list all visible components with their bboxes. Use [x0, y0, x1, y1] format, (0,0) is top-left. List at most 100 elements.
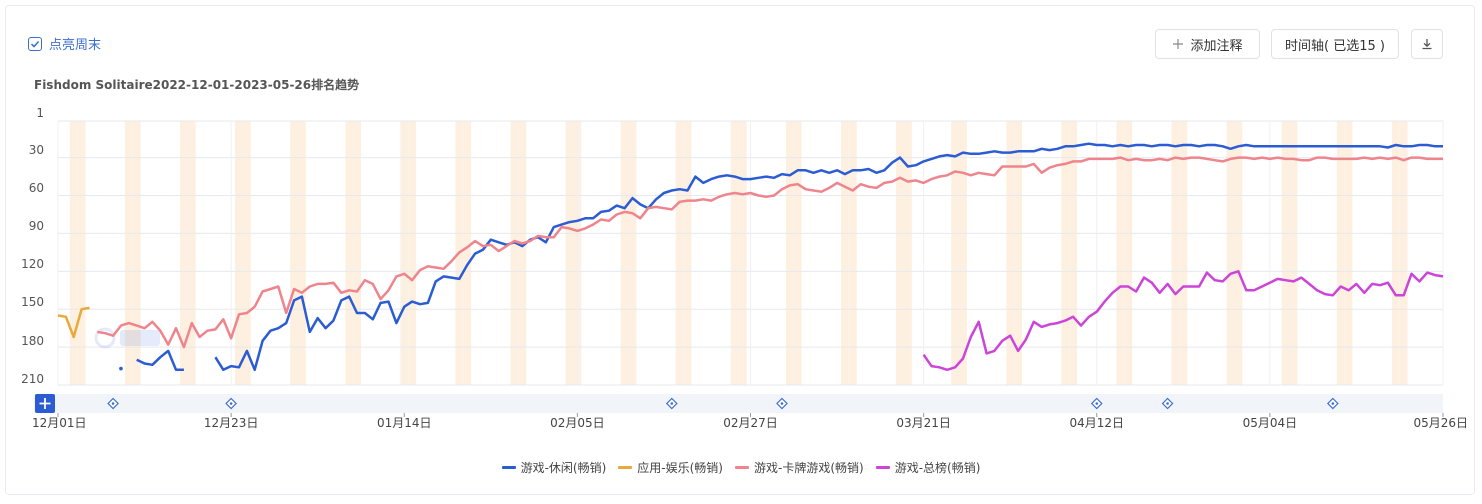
series-游戏-休闲(畅销)	[119, 142, 1443, 372]
weekend-band	[77, 121, 86, 385]
chart-panel	[5, 5, 1475, 495]
weekend-band	[793, 121, 802, 385]
weekend-band	[1399, 121, 1408, 385]
x-axis: 12月01日 12月23日 01月14日 02月05日 02月27日 03月21日 04月1…	[32, 413, 1468, 430]
weekend-band	[408, 121, 417, 385]
weekend-band	[1391, 121, 1400, 385]
x-tick-label: 04月12日	[1069, 416, 1124, 430]
y-tick-label: 1	[36, 106, 44, 120]
weekend-band	[69, 121, 78, 385]
legend-label: 游戏-卡牌游戏(畅销)	[754, 461, 864, 475]
y-tick-label: 150	[21, 295, 44, 309]
legend-item[interactable]: 游戏-卡牌游戏(畅销)	[735, 459, 864, 476]
weekend-band	[179, 121, 188, 385]
x-tick-label: 12月01日	[32, 416, 87, 430]
x-tick-label: 12月23日	[204, 416, 259, 430]
weekend-band	[840, 121, 849, 385]
legend-label: 应用-娱乐(畅销)	[637, 461, 723, 475]
x-tick-label: 02月05日	[550, 416, 605, 430]
checkbox-checked-icon[interactable]	[28, 36, 42, 51]
y-tick-label: 90	[29, 219, 44, 233]
weekend-band	[951, 121, 960, 385]
weekend-band	[785, 121, 794, 385]
x-tick-label: 01月14日	[377, 416, 432, 430]
weekend-band	[565, 121, 574, 385]
weekend-band	[738, 121, 747, 385]
weekend-band	[620, 121, 629, 385]
highlight-weekend-checkbox[interactable]: 点亮周末	[28, 34, 101, 53]
series-line	[97, 156, 1443, 349]
y-tick-label: 120	[21, 257, 44, 271]
plus-icon	[1173, 39, 1184, 49]
weekend-band	[510, 121, 519, 385]
annotation-marker-dot	[780, 402, 784, 405]
weekend-band	[345, 121, 354, 385]
weekend-band	[187, 121, 196, 385]
weekend-band	[683, 121, 692, 385]
weekend-band	[628, 121, 637, 385]
legend-label: 游戏-总榜(畅销)	[894, 461, 981, 475]
weekend-band	[290, 121, 299, 385]
watermark-logo	[94, 327, 160, 349]
timeline-bar	[34, 394, 1443, 413]
annotation-markers	[107, 397, 1339, 410]
annotation-marker-dot	[1166, 402, 1169, 405]
series-line	[57, 306, 90, 339]
weekend-band	[353, 121, 361, 385]
weekend-band	[124, 121, 133, 385]
weekend-band	[1226, 121, 1235, 385]
y-axis: 1 30 60 90 120 150 180 210	[21, 106, 44, 386]
y-tick-label: 30	[29, 143, 44, 157]
legend-item[interactable]: 应用-娱乐(畅销)	[618, 459, 723, 476]
y-tick-label: 210	[21, 372, 44, 386]
series-line	[214, 142, 1443, 372]
annotation-marker-dot	[229, 402, 233, 405]
weekend-band	[235, 121, 243, 385]
legend-label: 游戏-休闲(畅销)	[520, 461, 607, 475]
weekend-band	[1069, 121, 1078, 385]
weekend-band	[896, 121, 904, 385]
highlight-weekend-label: 点亮周末	[49, 38, 102, 53]
weekend-band	[1116, 121, 1125, 385]
x-tick-label: 05月26日	[1413, 416, 1468, 430]
y-tick-label: 60	[29, 181, 44, 195]
y-tick-label: 180	[21, 334, 44, 348]
weekend-band	[1124, 121, 1133, 385]
timeline-select-button[interactable]: 时间轴( 已选15 )	[1271, 29, 1399, 59]
series-point	[119, 366, 123, 371]
weekend-band	[1234, 121, 1243, 385]
legend-swatch	[501, 466, 516, 469]
weekend-band	[132, 121, 141, 385]
add-annotation-button[interactable]: 添加注释	[1155, 29, 1260, 59]
x-tick-label: 02月27日	[723, 416, 778, 430]
weekend-band	[848, 121, 857, 385]
series-应用-娱乐(畅销)	[57, 306, 90, 339]
weekend-band	[463, 121, 472, 385]
download-icon	[1422, 39, 1432, 50]
weekend-band	[1006, 121, 1015, 385]
weekend-highlight-layer	[69, 121, 1408, 385]
weekend-band	[1344, 121, 1353, 385]
weekend-band	[1281, 121, 1290, 385]
legend-item[interactable]: 游戏-总榜(畅销)	[875, 459, 981, 476]
weekend-band	[730, 121, 739, 385]
weekend-band	[1171, 121, 1180, 385]
weekend-band	[1179, 121, 1188, 385]
weekend-band	[242, 121, 251, 385]
weekend-band	[1061, 121, 1070, 385]
annotation-marker-dot	[1331, 402, 1335, 405]
legend: 游戏-休闲(畅销) 应用-娱乐(畅销) 游戏-卡牌游戏(畅销) 游戏-总榜(畅销)	[0, 459, 1482, 476]
timeline-select-label: 时间轴( 已选15 )	[1285, 38, 1385, 54]
chart-title: Fishdom Solitaire2022-12-01-2023-05-26排名…	[34, 78, 360, 92]
timeline-track	[34, 394, 1443, 413]
x-tick-label: 05月04日	[1243, 416, 1298, 430]
grid-layer	[57, 120, 1444, 386]
plus-icon[interactable]	[39, 398, 51, 409]
x-tick-label: 03月21日	[896, 416, 951, 430]
weekend-band	[1336, 121, 1345, 385]
series-line	[922, 270, 1444, 372]
weekend-band	[959, 121, 967, 385]
legend-swatch	[875, 466, 890, 469]
legend-item[interactable]: 游戏-休闲(畅销)	[501, 459, 607, 476]
download-button[interactable]	[1411, 29, 1443, 59]
